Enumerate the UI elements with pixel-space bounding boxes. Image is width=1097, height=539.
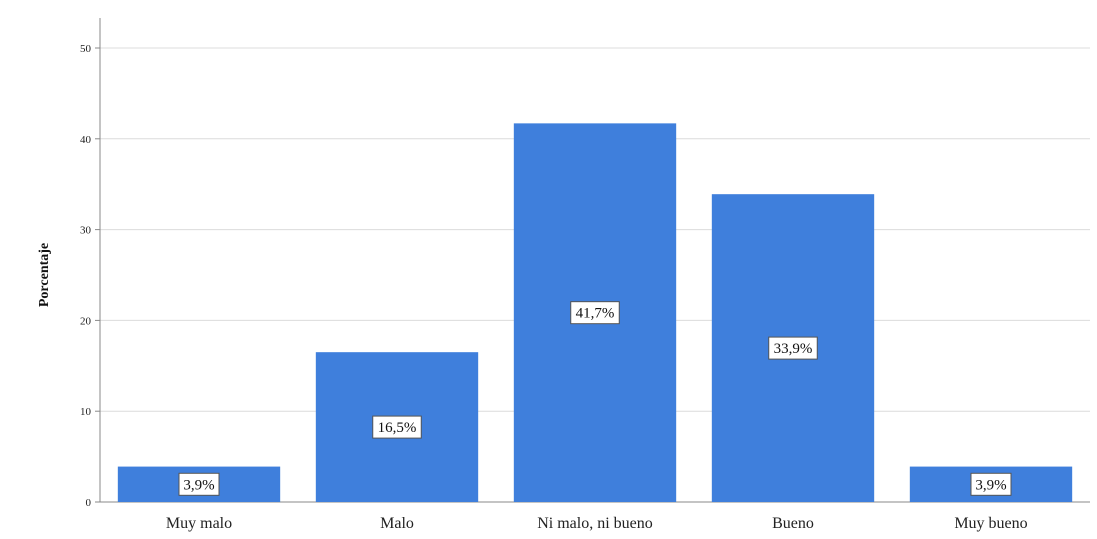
data-label-box bbox=[768, 336, 818, 360]
y-tick-label: 0 bbox=[86, 497, 92, 509]
data-label: 16,5% bbox=[378, 420, 417, 436]
data-label-box bbox=[570, 301, 620, 325]
category-label: Muy bueno bbox=[954, 515, 1027, 532]
data-label: 3,9% bbox=[183, 477, 214, 493]
category-label: Malo bbox=[380, 515, 414, 532]
data-label: 33,9% bbox=[774, 341, 813, 357]
y-tick-label: 20 bbox=[80, 315, 92, 327]
data-labels: 3,9% 16,5% 41,7% 33,9% 3,9% bbox=[178, 301, 1012, 496]
y-tick-label: 40 bbox=[80, 134, 92, 146]
y-axis-ticks: 0 10 20 30 40 50 bbox=[80, 43, 100, 509]
data-label: 41,7% bbox=[576, 306, 615, 322]
data-label-box bbox=[970, 472, 1012, 496]
y-tick-label: 30 bbox=[80, 225, 92, 237]
y-tick-label: 10 bbox=[80, 406, 92, 418]
y-tick-label: 50 bbox=[80, 43, 92, 55]
x-axis-categories: Muy malo Malo Ni malo, ni bueno Bueno Muy bu… bbox=[166, 515, 1028, 532]
category-label: Muy malo bbox=[166, 515, 232, 532]
category-label: Ni malo, ni bueno bbox=[537, 515, 653, 532]
y-axis-label: Porcentaje bbox=[37, 243, 52, 307]
category-label: Bueno bbox=[772, 515, 814, 532]
data-label-box bbox=[372, 415, 422, 439]
data-label-box bbox=[178, 472, 220, 496]
data-label: 3,9% bbox=[975, 477, 1006, 493]
